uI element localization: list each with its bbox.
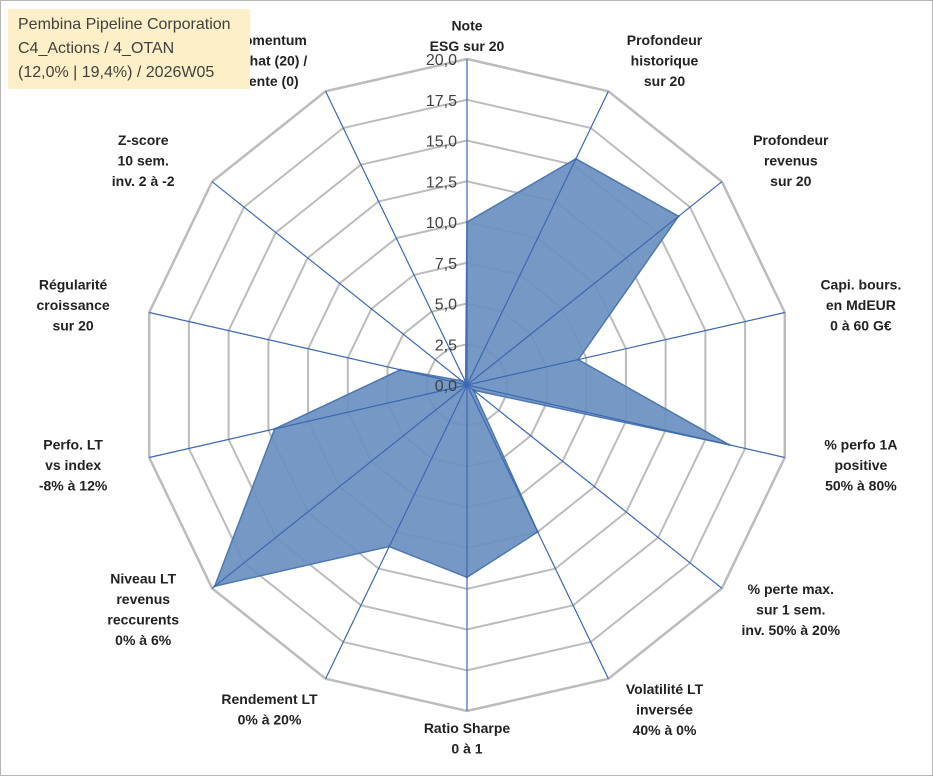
axis-label-8: Rendement LT 0% à 20% xyxy=(221,691,318,728)
axis-spoke-3 xyxy=(466,311,785,386)
axis-label-5: % perte max. sur 1 sem. inv. 50% à 20% xyxy=(742,581,841,638)
axis-spoke-8 xyxy=(325,384,468,679)
axis-spoke-12 xyxy=(211,181,468,386)
tick-label-layer: 0,0 2,5 5,0 7,5 10,0 12,5 15,0 17,5 20,0 xyxy=(426,52,457,395)
tick-label: 20,0 xyxy=(426,52,457,69)
axis-spoke-5 xyxy=(466,384,723,589)
axis-label-0: Note ESG sur 20 xyxy=(430,18,505,55)
axis-label-7: Ratio Sharpe 0 à 1 xyxy=(424,720,511,757)
axis-spoke-13 xyxy=(325,91,468,386)
tick-label: 5,0 xyxy=(435,297,457,314)
axis-label-13: Momentum Achat (20) / Vente (0) xyxy=(232,32,308,89)
axis-label-2: Profondeur revenus sur 20 xyxy=(753,132,829,189)
axis-spoke-11 xyxy=(149,311,468,386)
spoke-layer xyxy=(149,59,785,711)
axis-label-11: Régularité croissance sur 20 xyxy=(37,276,110,333)
data-area xyxy=(213,157,730,588)
axis-spoke-6 xyxy=(466,384,609,679)
tick-label: 2,5 xyxy=(435,337,457,354)
axis-label-10: Perfo. LT vs index -8% à 12% xyxy=(39,437,108,494)
tick-label: 7,5 xyxy=(435,256,457,273)
chart-title: Pembina Pipeline Corporation xyxy=(18,16,231,33)
tick-label: 12,5 xyxy=(426,174,457,191)
tick-label: 15,0 xyxy=(426,134,457,151)
axis-label-3: Capi. bours. en MdEUR 0 à 60 G€ xyxy=(820,276,901,333)
chart-title-box: Pembina Pipeline Corporation C4_Actions … xyxy=(8,9,250,89)
axis-spoke-2 xyxy=(466,181,723,386)
axis-label-1: Profondeur historique sur 20 xyxy=(627,32,703,89)
axis-label-layer: Note ESG sur 20 Profondeur historique sur 20… xyxy=(37,18,902,757)
axis-spoke-10 xyxy=(149,384,468,459)
axis-spoke-9 xyxy=(211,384,468,589)
axis-label-12: Z-score 10 sem. inv. 2 à -2 xyxy=(112,132,175,189)
axis-label-6: Volatilité LT inversée 40% à 0% xyxy=(626,681,704,738)
tick-label: 17,5 xyxy=(426,93,457,110)
axis-label-9: Niveau LT revenus reccurents 0% à 6% xyxy=(107,571,179,649)
tick-label: 0,0 xyxy=(435,378,457,395)
chart-subtitle-category: C4_Actions / 4_OTAN xyxy=(18,40,175,57)
axis-spoke-4 xyxy=(466,384,785,459)
tick-label: 10,0 xyxy=(426,215,457,232)
series-layer xyxy=(213,157,731,588)
chart-subtitle-stats: (12,0% | 19,4%) / 2026W05 xyxy=(18,64,215,81)
axis-spoke-1 xyxy=(466,91,609,386)
axis-label-4: % perfo 1A positive 50% à 80% xyxy=(824,437,897,494)
